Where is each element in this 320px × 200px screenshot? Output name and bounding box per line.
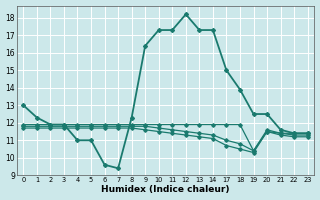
X-axis label: Humidex (Indice chaleur): Humidex (Indice chaleur): [101, 185, 230, 194]
